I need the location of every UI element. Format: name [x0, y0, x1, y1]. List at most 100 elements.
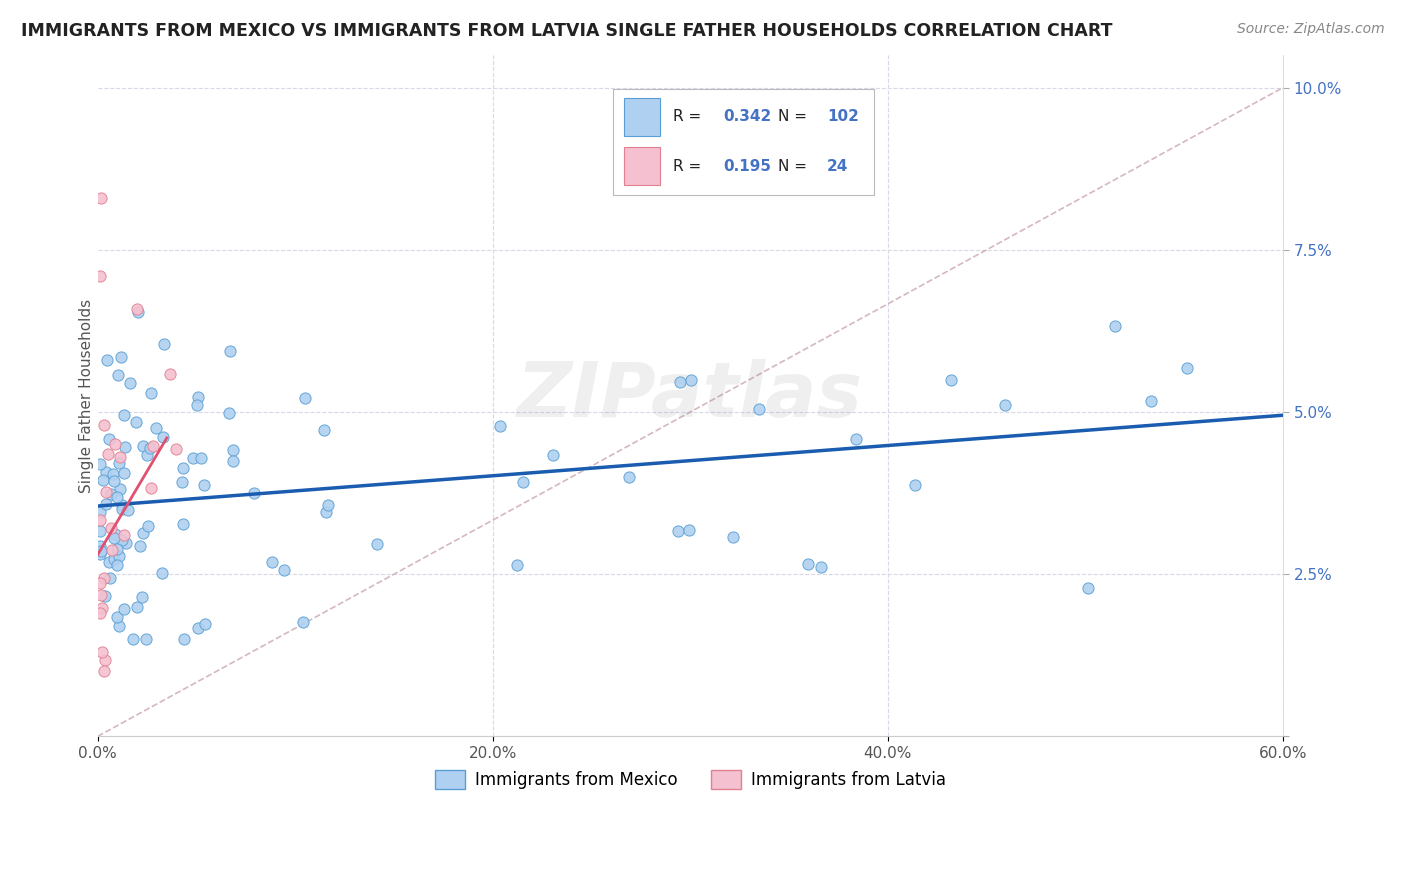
Point	[316, 498, 339, 512]
Point	[89, 539, 111, 553]
Point	[136, 519, 159, 533]
Point	[97, 555, 120, 569]
Point	[112, 602, 135, 616]
Point	[150, 566, 173, 580]
Point	[941, 373, 963, 387]
Point	[117, 503, 139, 517]
Point	[100, 487, 122, 501]
Point	[129, 539, 152, 553]
Point	[93, 590, 115, 604]
Point	[541, 449, 564, 463]
Point	[89, 505, 111, 519]
Point	[105, 558, 128, 572]
Point	[366, 537, 388, 551]
Point	[107, 368, 129, 383]
Point	[617, 470, 640, 484]
Point	[98, 432, 121, 446]
Point	[120, 376, 142, 391]
Point	[125, 415, 148, 429]
Point	[170, 475, 193, 489]
Y-axis label: Single Father Households: Single Father Households	[79, 299, 94, 492]
Point	[152, 430, 174, 444]
Point	[678, 524, 700, 538]
Point	[94, 653, 117, 667]
Point	[105, 490, 128, 504]
Point	[172, 461, 194, 475]
Point	[243, 486, 266, 500]
Point	[122, 632, 145, 646]
Point	[139, 481, 162, 495]
Point	[94, 485, 117, 500]
Point	[505, 558, 527, 572]
Point	[90, 600, 112, 615]
Point	[108, 549, 131, 564]
Point	[90, 543, 112, 558]
Point	[190, 451, 212, 466]
Point	[219, 344, 242, 359]
Point	[100, 521, 122, 535]
Point	[93, 665, 115, 679]
Point	[96, 466, 118, 480]
Point	[668, 375, 690, 389]
Point	[96, 353, 118, 368]
Point	[796, 557, 818, 571]
Point	[115, 535, 138, 549]
Point	[132, 526, 155, 541]
Point	[93, 417, 115, 432]
Point	[1175, 360, 1198, 375]
Point	[132, 439, 155, 453]
Point	[103, 531, 125, 545]
Point	[145, 421, 167, 435]
Point	[138, 442, 160, 456]
Point	[91, 474, 114, 488]
Point	[131, 591, 153, 605]
Point	[1104, 319, 1126, 334]
Point	[90, 588, 112, 602]
Point	[141, 385, 163, 400]
Point	[90, 191, 112, 205]
Text: ZIPatlas: ZIPatlas	[517, 359, 863, 433]
Point	[262, 555, 284, 569]
Point	[103, 474, 125, 488]
Point	[294, 392, 316, 406]
Point	[93, 571, 115, 585]
Point	[111, 498, 134, 512]
Point	[94, 497, 117, 511]
Point	[98, 571, 121, 585]
Point	[112, 527, 135, 541]
Point	[101, 467, 124, 482]
Point	[127, 305, 149, 319]
Point	[181, 450, 204, 465]
Point	[136, 448, 159, 462]
Legend: Immigrants from Mexico, Immigrants from Latvia: Immigrants from Mexico, Immigrants from …	[429, 764, 952, 797]
Point	[142, 438, 165, 452]
Point	[108, 456, 131, 470]
Point	[315, 505, 337, 519]
Point	[748, 401, 770, 416]
Point	[111, 533, 134, 548]
Point	[89, 268, 111, 283]
Point	[172, 516, 194, 531]
Point	[100, 542, 122, 557]
Point	[186, 398, 208, 412]
Point	[1140, 394, 1163, 409]
Point	[292, 615, 315, 629]
Point	[512, 475, 534, 489]
Point	[165, 442, 187, 457]
Point	[153, 337, 176, 351]
Point	[489, 419, 512, 434]
Point	[112, 408, 135, 422]
Point	[105, 541, 128, 556]
Point	[312, 423, 335, 437]
Point	[273, 563, 295, 577]
Point	[994, 398, 1017, 412]
Point	[89, 457, 111, 471]
Point	[90, 645, 112, 659]
Point	[112, 466, 135, 480]
Text: IMMIGRANTS FROM MEXICO VS IMMIGRANTS FROM LATVIA SINGLE FATHER HOUSEHOLDS CORREL: IMMIGRANTS FROM MEXICO VS IMMIGRANTS FRO…	[21, 22, 1112, 40]
Point	[187, 390, 209, 404]
Point	[114, 440, 136, 454]
Point	[1077, 581, 1099, 595]
Point	[173, 632, 195, 646]
Point	[108, 450, 131, 464]
